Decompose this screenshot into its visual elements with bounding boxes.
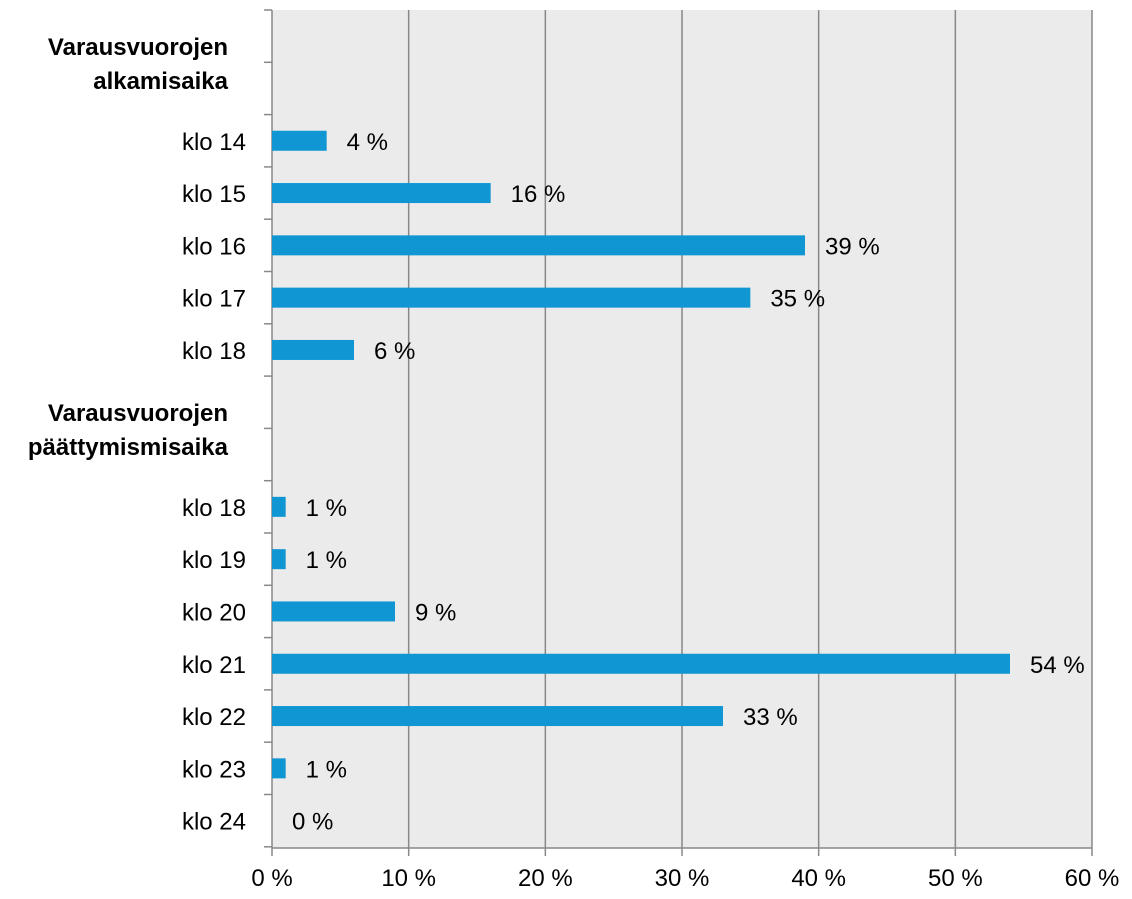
- group-label: alkamisaika: [93, 68, 228, 95]
- bar: [272, 287, 751, 308]
- category-label: klo 18: [182, 495, 246, 522]
- category-label: klo 20: [182, 599, 246, 626]
- bar: [272, 549, 286, 570]
- bar: [272, 183, 491, 204]
- x-tick-label: 60 %: [1065, 865, 1120, 892]
- group-label: Varausvuorojen: [48, 34, 228, 61]
- bar: [272, 235, 805, 256]
- x-tick-label: 0 %: [251, 865, 292, 892]
- data-label: 1 %: [306, 495, 347, 522]
- x-tick-label: 20 %: [518, 865, 573, 892]
- gridlines: [407, 10, 1093, 848]
- category-label: klo 16: [182, 233, 246, 260]
- category-label: klo 14: [182, 129, 246, 156]
- data-label: 54 %: [1030, 652, 1085, 679]
- group-label: päättymismisaika: [28, 434, 229, 461]
- category-label: klo 23: [182, 756, 246, 783]
- category-label: klo 17: [182, 286, 246, 313]
- bar: [272, 653, 1010, 674]
- labels: 0 % 10 % 20 % 30 % 40 % 50 % 60 % Varausvuoroje…: [28, 34, 1119, 892]
- data-label: 4 %: [347, 129, 388, 156]
- category-label: klo 21: [182, 652, 246, 679]
- data-label: 1 %: [306, 756, 347, 783]
- category-label: klo 22: [182, 704, 246, 731]
- data-label: 6 %: [374, 338, 415, 365]
- bar: [272, 601, 395, 622]
- bar: [272, 706, 723, 727]
- bar: [272, 130, 327, 151]
- data-label: 16 %: [511, 181, 566, 208]
- bar: [272, 496, 286, 517]
- x-tick-label: 40 %: [791, 865, 846, 892]
- x-tick-label: 50 %: [928, 865, 983, 892]
- category-label: klo 19: [182, 547, 246, 574]
- data-label: 33 %: [743, 704, 798, 731]
- bars: [272, 130, 1010, 779]
- category-label: klo 18: [182, 338, 246, 365]
- group-label: Varausvuorojen: [48, 400, 228, 427]
- category-label: klo 15: [182, 181, 246, 208]
- data-label: 0 %: [292, 809, 333, 836]
- data-label: 9 %: [415, 599, 456, 626]
- x-tick-label: 30 %: [655, 865, 710, 892]
- x-tick-label: 10 %: [381, 865, 436, 892]
- bar: [272, 339, 354, 360]
- data-label: 1 %: [306, 547, 347, 574]
- category-label: klo 24: [182, 809, 246, 836]
- data-label: 35 %: [770, 286, 825, 313]
- data-label: 39 %: [825, 233, 880, 260]
- bar: [272, 758, 286, 779]
